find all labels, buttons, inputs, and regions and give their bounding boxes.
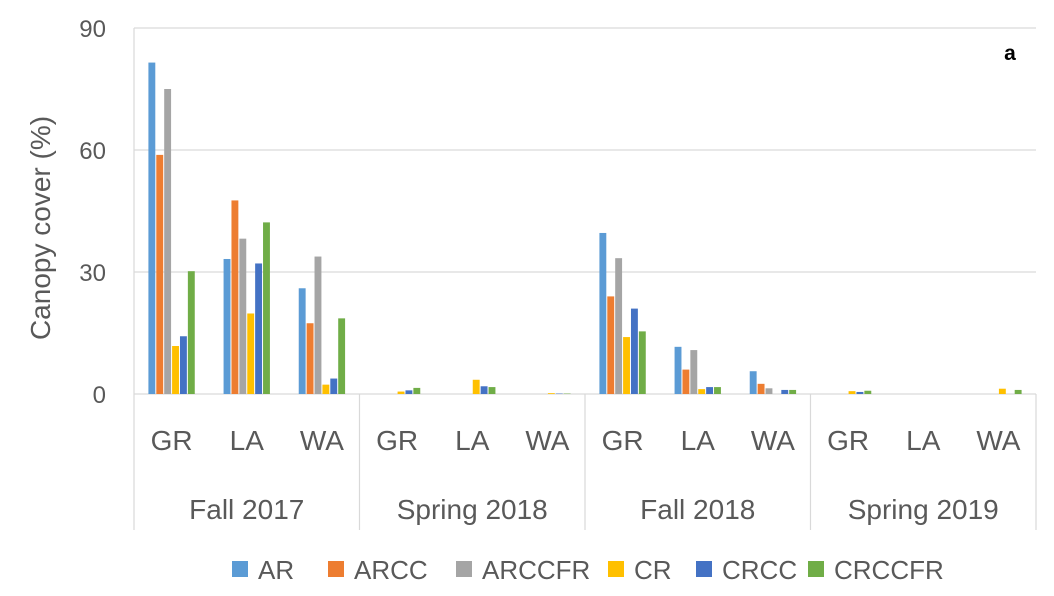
bar-crccfr-fall-2017-la: [263, 222, 270, 394]
y-tick-label: 30: [79, 260, 106, 287]
legend-label-crccfr: CRCCFR: [834, 555, 944, 585]
bar-cr-fall-2018-la: [698, 389, 706, 394]
bar-arcc-fall-2018-wa: [757, 383, 765, 394]
legend-swatch-ar: [232, 561, 248, 577]
bar-crccfr-fall-2018-la: [714, 387, 721, 394]
bar-crcc-fall-2018-wa: [781, 389, 789, 394]
bar-arcc-fall-2017-gr: [156, 154, 164, 394]
bar-arccfr-fall-2017-wa: [314, 256, 322, 394]
y-tick-label: 90: [79, 16, 106, 43]
bar-arccfr-fall-2018-wa: [765, 388, 773, 394]
bar-ar-fall-2018-gr: [599, 232, 607, 394]
bar-ar-fall-2017-la: [223, 258, 231, 394]
bar-crccfr-spring-2018-la: [488, 387, 496, 394]
bar-cr-spring-2019-wa: [998, 388, 1006, 394]
bar-arccfr-fall-2017-la: [239, 238, 247, 394]
x-group-label: Fall 2018: [640, 494, 755, 525]
x-tick-label: WA: [976, 425, 1020, 456]
legend-label-cr: CR: [634, 555, 672, 585]
x-tick-label: GR: [602, 425, 644, 456]
bar-cr-spring-2018-la: [472, 379, 480, 394]
x-tick-label: LA: [230, 425, 265, 456]
bar-arcc-fall-2018-gr: [607, 296, 615, 394]
bar-ar-fall-2018-wa: [749, 371, 757, 394]
x-group-label: Fall 2017: [189, 494, 304, 525]
bar-crccfr-fall-2018-wa: [789, 389, 797, 394]
legend-swatch-crcc: [696, 561, 712, 577]
bar-arcc-fall-2017-la: [231, 200, 239, 394]
bar-cr-fall-2017-gr: [172, 346, 179, 394]
bar-cr-fall-2017-la: [247, 313, 255, 394]
bar-crcc-fall-2018-gr: [630, 308, 638, 394]
legend-swatch-arccfr: [456, 561, 472, 577]
x-group-label: Spring 2018: [397, 494, 548, 525]
legend-label-arccfr: ARCCFR: [482, 555, 590, 585]
x-tick-label: WA: [525, 425, 569, 456]
bar-cr-spring-2018-wa: [547, 393, 555, 394]
bar-crcc-fall-2017-wa: [330, 378, 338, 394]
bar-cr-fall-2017-wa: [322, 384, 330, 394]
x-tick-label: LA: [681, 425, 716, 456]
legend-label-arcc: ARCC: [354, 555, 428, 585]
x-tick-label: GR: [827, 425, 869, 456]
panel-label: a: [1004, 42, 1016, 65]
bar-crcc-spring-2018-la: [480, 386, 488, 394]
bar-ar-fall-2017-gr: [148, 62, 156, 395]
x-tick-label: GR: [151, 425, 193, 456]
x-group-label: Spring 2019: [848, 494, 999, 525]
bar-arcc-fall-2018-la: [682, 369, 690, 394]
gridlines: [134, 27, 1036, 273]
x-tick-label: WA: [751, 425, 795, 456]
bar-arccfr-fall-2018-la: [690, 350, 698, 394]
bar-crccfr-fall-2017-gr: [187, 271, 195, 394]
bars: [148, 62, 1022, 395]
bar-crccfr-spring-2019-gr: [864, 390, 872, 394]
bar-arccfr-fall-2017-gr: [164, 89, 172, 394]
legend-label-crcc: CRCC: [722, 555, 797, 585]
bar-crcc-fall-2017-gr: [179, 336, 187, 394]
x-tick-label: WA: [300, 425, 344, 456]
bar-crccfr-spring-2018-gr: [413, 387, 421, 394]
bar-cr-fall-2018-gr: [623, 337, 630, 394]
axes: [133, 28, 1037, 530]
bar-crcc-fall-2018-la: [706, 387, 714, 394]
legend-label-ar: AR: [258, 555, 294, 585]
bar-cr-spring-2018-gr: [397, 391, 405, 394]
bar-crccfr-fall-2018-gr: [638, 331, 646, 394]
x-tick-label: LA: [906, 425, 941, 456]
y-tick-label: 0: [93, 382, 106, 409]
x-tick-label: GR: [376, 425, 418, 456]
bar-ar-fall-2018-la: [674, 346, 682, 394]
bar-crcc-spring-2018-gr: [405, 390, 413, 394]
bar-ar-fall-2017-wa: [298, 288, 306, 394]
legend-swatch-crccfr: [808, 561, 824, 577]
legend-swatch-cr: [608, 561, 624, 577]
bar-arcc-fall-2017-wa: [306, 323, 314, 394]
y-tick-label: 60: [79, 138, 106, 165]
bar-crccfr-spring-2019-wa: [1014, 389, 1022, 394]
x-tick-label: LA: [455, 425, 490, 456]
bar-cr-spring-2019-gr: [848, 391, 856, 394]
bar-crcc-spring-2019-gr: [856, 391, 864, 394]
bar-crccfr-fall-2017-wa: [338, 318, 346, 394]
bar-arccfr-fall-2018-gr: [615, 258, 623, 394]
bar-crcc-fall-2017-la: [255, 263, 263, 394]
labels: 0 30 60 90 GR LA WA Fall 2017 GR LA WA Spring 2018 G…: [79, 16, 1020, 525]
legend-swatch-arcc: [328, 561, 344, 577]
legend: AR ARCC ARCCFR CR CRCC CRCCFR: [232, 555, 944, 585]
y-axis-title: Canopy cover (%): [25, 116, 56, 340]
